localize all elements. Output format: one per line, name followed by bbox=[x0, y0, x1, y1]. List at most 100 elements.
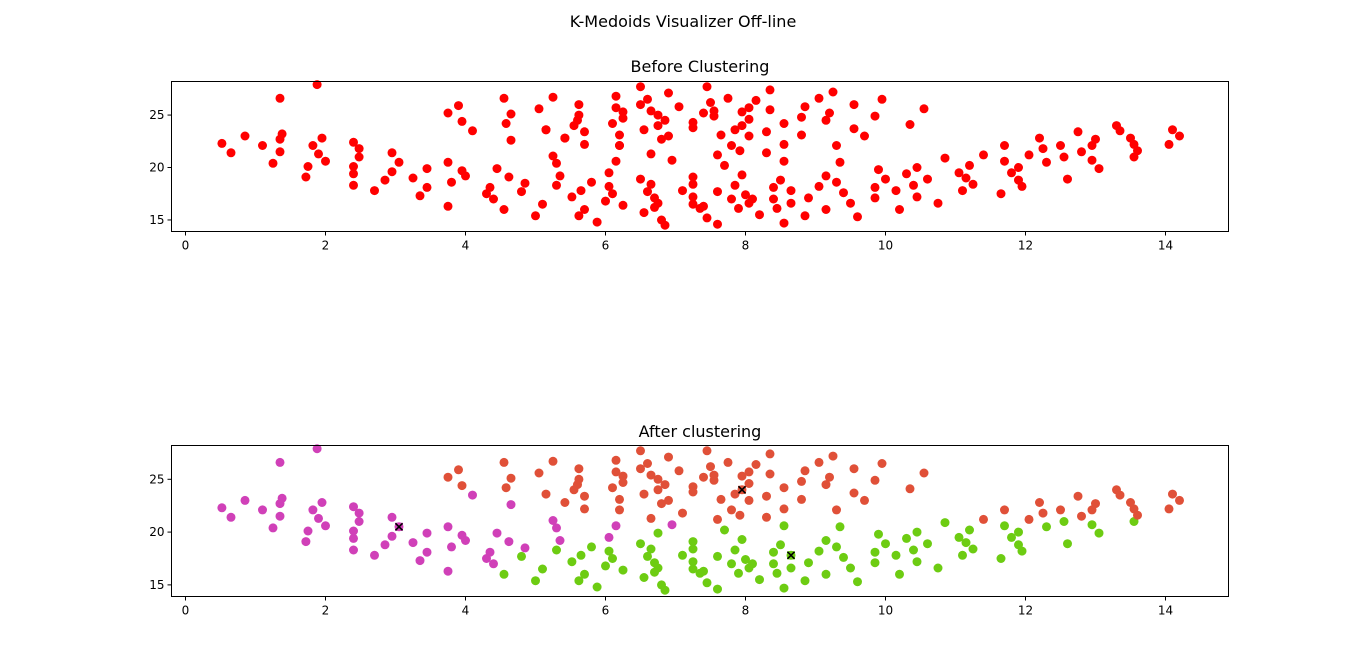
after-point bbox=[461, 536, 470, 545]
x-tick-label: 6 bbox=[602, 604, 610, 618]
after-point bbox=[457, 481, 467, 491]
after-point bbox=[317, 498, 327, 507]
after-point bbox=[1007, 532, 1016, 542]
before-point bbox=[881, 174, 890, 184]
y-tick-label: 25 bbox=[149, 108, 164, 122]
after-point bbox=[268, 523, 278, 533]
before-point bbox=[709, 111, 719, 121]
x-tick-label: 8 bbox=[742, 239, 750, 253]
after-point bbox=[608, 483, 617, 493]
after-point bbox=[1073, 491, 1083, 501]
before-point bbox=[923, 174, 932, 184]
before-point bbox=[1035, 133, 1044, 143]
after-clustering-axes: After clustering 0 2 4 6 8 10 12 14 15 20 25 bbox=[149, 422, 1229, 618]
after-point bbox=[727, 559, 736, 569]
after-point bbox=[354, 508, 364, 518]
before-point bbox=[541, 125, 551, 135]
before-point bbox=[667, 155, 677, 165]
before-point bbox=[422, 182, 432, 192]
after-point bbox=[415, 556, 425, 566]
before-point bbox=[870, 182, 880, 192]
after-point bbox=[301, 537, 311, 547]
after-point bbox=[541, 489, 551, 499]
before-point bbox=[349, 180, 358, 190]
after-point bbox=[730, 545, 740, 555]
before-point bbox=[501, 119, 511, 128]
before-point bbox=[779, 119, 789, 128]
after-point bbox=[821, 480, 831, 490]
after-point bbox=[828, 451, 838, 461]
before-point bbox=[531, 211, 540, 221]
before-point bbox=[303, 162, 313, 171]
after-point bbox=[755, 575, 764, 585]
before-point bbox=[1042, 157, 1051, 167]
after-point bbox=[772, 568, 782, 578]
before-point bbox=[979, 150, 988, 160]
before-point bbox=[804, 193, 813, 203]
before-point bbox=[748, 194, 757, 204]
after-point bbox=[735, 510, 745, 520]
before-point bbox=[1014, 163, 1023, 172]
after-point bbox=[534, 468, 544, 478]
before-point bbox=[786, 186, 796, 196]
after-point bbox=[940, 518, 950, 528]
after-point bbox=[312, 444, 322, 454]
before-point bbox=[737, 121, 747, 131]
after-point bbox=[1063, 539, 1072, 549]
after-point bbox=[849, 488, 859, 498]
before-point bbox=[688, 192, 698, 202]
after-point bbox=[779, 521, 789, 531]
before-point bbox=[688, 199, 698, 209]
after-point bbox=[664, 452, 673, 462]
before-point bbox=[317, 133, 327, 143]
before-point bbox=[860, 131, 869, 141]
before-point bbox=[636, 82, 645, 92]
before-point bbox=[688, 117, 698, 127]
after-point bbox=[961, 538, 971, 548]
x-tick-label: 12 bbox=[1018, 604, 1033, 618]
before-point bbox=[846, 198, 855, 208]
before-point bbox=[443, 108, 453, 118]
after-point bbox=[1042, 522, 1051, 532]
before-point bbox=[713, 187, 722, 197]
before-point bbox=[734, 203, 743, 213]
after-point bbox=[240, 495, 250, 505]
after-point bbox=[552, 545, 561, 555]
after-point bbox=[443, 522, 453, 532]
before-point bbox=[314, 149, 323, 159]
before-point bbox=[354, 144, 364, 154]
before-point bbox=[1133, 146, 1142, 156]
after-point bbox=[314, 513, 323, 523]
before-point bbox=[277, 129, 287, 139]
before-point bbox=[657, 134, 666, 144]
after-point bbox=[653, 563, 663, 573]
after-point bbox=[744, 495, 754, 505]
before-point bbox=[772, 203, 782, 213]
before-point bbox=[828, 87, 838, 97]
before-point bbox=[800, 102, 810, 112]
after-point bbox=[954, 532, 964, 542]
after-point bbox=[387, 531, 397, 541]
before-point bbox=[660, 115, 670, 125]
before-point bbox=[611, 103, 621, 113]
before-point bbox=[902, 169, 911, 179]
after-point bbox=[380, 540, 390, 550]
before-point bbox=[349, 137, 358, 147]
after-point bbox=[678, 508, 687, 518]
after-point bbox=[835, 522, 845, 532]
before-point bbox=[849, 100, 859, 110]
after-point bbox=[580, 569, 589, 579]
after-point bbox=[618, 565, 628, 575]
before-point bbox=[1017, 181, 1027, 191]
before-point bbox=[905, 120, 915, 129]
before-point bbox=[301, 172, 311, 182]
before-clustering-title: Before Clustering bbox=[631, 57, 770, 76]
after-point bbox=[804, 558, 813, 568]
x-tick-label: 8 bbox=[742, 604, 750, 618]
before-point bbox=[1175, 131, 1184, 141]
after-point bbox=[660, 480, 670, 490]
after-point bbox=[639, 573, 649, 582]
after-point bbox=[574, 576, 584, 586]
after-point bbox=[832, 505, 841, 515]
after-point bbox=[776, 540, 785, 550]
